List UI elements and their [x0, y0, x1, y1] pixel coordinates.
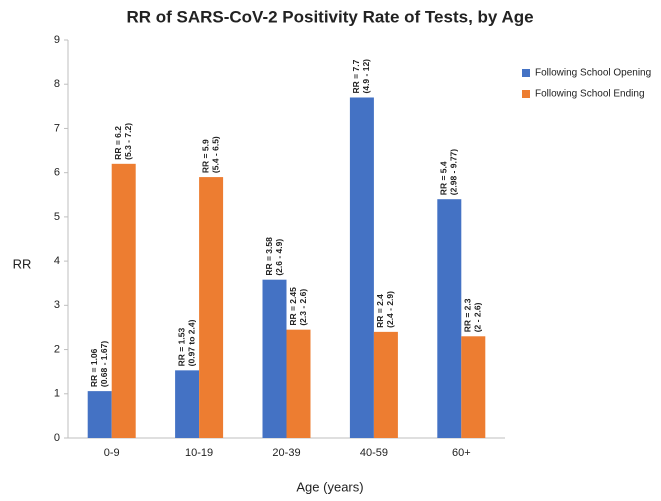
bar — [349, 97, 374, 438]
interval-label: (0.97 to 2.4) — [186, 319, 196, 366]
bar — [175, 370, 200, 438]
data-label: RR = 2.45 — [288, 287, 298, 326]
legend-swatch — [522, 69, 530, 77]
data-label: RR = 5.9 — [200, 139, 210, 173]
y-tick-label: 4 — [54, 255, 60, 267]
data-label: RR = 3.58 — [264, 237, 274, 276]
y-tick-label: 5 — [54, 211, 60, 223]
y-tick-label: 3 — [54, 299, 60, 311]
y-tick-label: 6 — [54, 167, 60, 179]
data-label: RR = 2.4 — [375, 294, 385, 328]
bar — [87, 391, 112, 438]
bar — [437, 199, 462, 438]
data-label: RR = 5.4 — [439, 161, 449, 195]
data-label: RR = 6.2 — [113, 126, 123, 160]
bar — [262, 279, 287, 438]
bar — [199, 177, 224, 439]
x-tick-label: 40-59 — [360, 447, 388, 459]
data-label: RR = 2.3 — [463, 298, 473, 332]
data-label: RR = 7.7 — [351, 59, 361, 93]
x-tick-label: 10-19 — [185, 447, 213, 459]
bar — [286, 329, 311, 438]
legend-label: Following School Opening — [535, 68, 651, 79]
interval-label: (4.9 - 12) — [361, 59, 371, 94]
y-tick-label: 7 — [54, 122, 60, 134]
bar — [111, 163, 136, 439]
interval-label: (2 - 2.6) — [473, 302, 483, 332]
y-tick-label: 9 — [54, 34, 60, 46]
legend-label: Following School Ending — [535, 89, 645, 100]
chart-title: RR of SARS-CoV-2 Positivity Rate of Test… — [126, 7, 533, 26]
bar — [373, 331, 398, 438]
interval-label: (2.98 - 9.77) — [449, 149, 459, 195]
y-tick-label: 1 — [54, 388, 60, 400]
x-tick-label: 0-9 — [104, 447, 120, 459]
x-axis-title: Age (years) — [296, 479, 363, 494]
legend-swatch — [522, 90, 530, 98]
x-tick-label: 60+ — [452, 447, 471, 459]
y-axis-title: RR — [13, 256, 32, 271]
interval-label: (2.3 - 2.6) — [298, 289, 308, 326]
y-tick-label: 0 — [54, 432, 60, 444]
interval-label: (5.3 - 7.2) — [123, 123, 133, 160]
bar — [461, 336, 486, 438]
interval-label: (2.6 - 4.9) — [274, 239, 284, 276]
data-label: RR = 1.06 — [89, 348, 99, 387]
interval-label: (5.4 - 6.5) — [210, 136, 220, 173]
interval-label: (2.4 - 2.9) — [385, 291, 395, 328]
y-tick-label: 2 — [54, 343, 60, 355]
data-label: RR = 1.53 — [176, 328, 186, 367]
y-tick-label: 8 — [54, 78, 60, 90]
x-tick-label: 20-39 — [272, 447, 300, 459]
interval-label: (0.68 - 1.67) — [99, 341, 109, 387]
